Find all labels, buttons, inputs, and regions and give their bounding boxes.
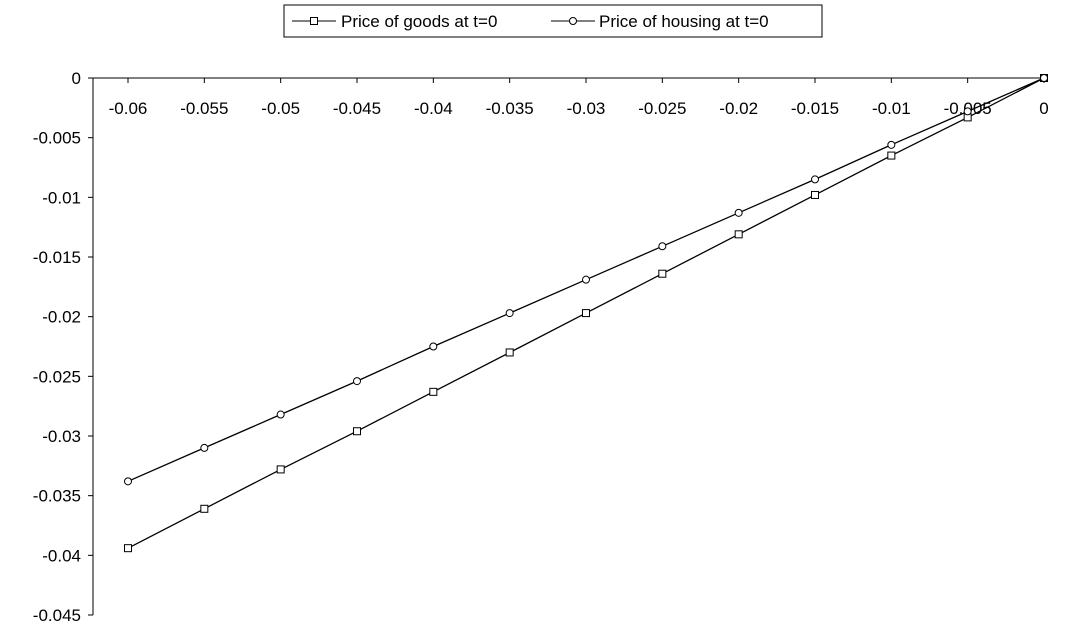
y-tick-label: -0.04 <box>42 546 81 565</box>
data-point-housing <box>658 242 667 251</box>
data-point-goods <box>505 348 514 357</box>
legend-item-goods: Price of goods at t=0 <box>292 12 497 31</box>
data-point-goods <box>658 269 667 278</box>
legend-marker-housing <box>569 17 577 25</box>
data-point-housing <box>1040 74 1048 82</box>
data-point-goods <box>276 465 285 474</box>
data-point-housing <box>353 377 361 386</box>
legend: Price of goods at t=0 Price of housing a… <box>283 4 823 38</box>
x-axis-ticks: -0.06 -0.055 -0.05 -0.045 -0.04 -0.035 -0.03 -0… <box>109 78 1049 118</box>
data-point-goods <box>200 504 209 513</box>
data-point-goods <box>811 190 819 199</box>
data-point-goods <box>429 387 438 396</box>
x-tick-label: -0.055 <box>180 99 228 118</box>
data-point-housing <box>963 107 972 116</box>
data-point-goods <box>124 544 132 553</box>
x-tick-label: -0.045 <box>333 99 381 118</box>
data-point-housing <box>200 443 209 452</box>
legend-item-housing: Price of housing at t=0 <box>551 12 769 31</box>
data-point-housing <box>429 342 438 351</box>
series-layer <box>124 74 1048 553</box>
data-point-goods <box>353 427 361 436</box>
legend-label-housing: Price of housing at t=0 <box>599 12 769 31</box>
x-tick-label: -0.02 <box>719 99 758 118</box>
data-point-goods <box>582 309 590 318</box>
x-tick-label: -0.035 <box>486 99 534 118</box>
y-tick-label: -0.005 <box>33 129 81 148</box>
x-tick-label: -0.025 <box>638 99 686 118</box>
data-point-housing <box>276 410 285 419</box>
data-point-housing <box>505 309 514 318</box>
x-tick-label: -0.04 <box>414 99 453 118</box>
y-tick-label: -0.045 <box>33 606 81 625</box>
y-tick-label: -0.035 <box>33 487 81 506</box>
x-tick-label: 0 <box>1039 99 1048 118</box>
x-tick-label: -0.06 <box>109 99 148 118</box>
x-tick-label: -0.01 <box>872 99 911 118</box>
data-point-housing <box>734 208 743 217</box>
y-tick-label: -0.01 <box>42 188 81 207</box>
data-point-housing <box>811 175 819 184</box>
y-axis-ticks: 0 -0.005 -0.01 -0.015 -0.02 -0.025 -0.03 -0.035… <box>33 69 93 625</box>
legend-label-goods: Price of goods at t=0 <box>341 12 497 31</box>
data-point-housing <box>582 275 590 284</box>
data-point-housing <box>887 140 896 149</box>
y-tick-label: 0 <box>72 69 81 88</box>
y-tick-label: -0.025 <box>33 367 81 386</box>
x-tick-label: -0.03 <box>567 99 606 118</box>
y-tick-label: -0.02 <box>42 308 81 327</box>
legend-marker-goods <box>310 17 318 25</box>
axes <box>92 77 1044 615</box>
data-point-housing <box>124 477 132 486</box>
data-point-goods <box>887 151 896 160</box>
data-point-goods <box>734 230 743 239</box>
y-tick-label: -0.015 <box>33 248 81 267</box>
y-tick-label: -0.03 <box>42 427 81 446</box>
x-tick-label: -0.05 <box>261 99 300 118</box>
x-tick-label: -0.015 <box>791 99 839 118</box>
